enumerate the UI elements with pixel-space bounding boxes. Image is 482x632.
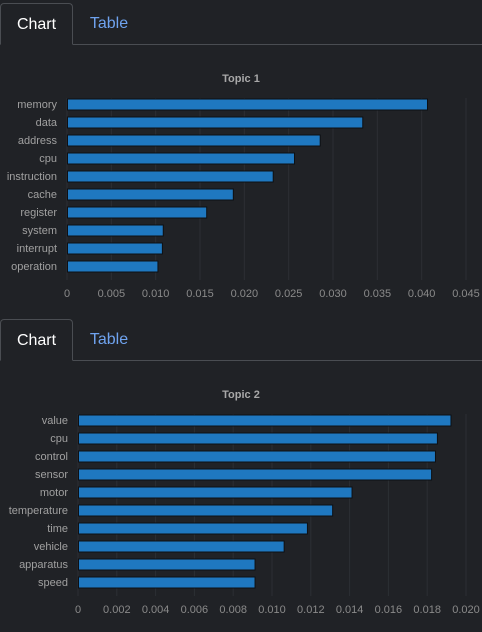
category-label: instruction <box>7 171 57 183</box>
bar-interrupt[interactable] <box>68 243 163 254</box>
category-label: temperature <box>9 505 68 517</box>
category-label: time <box>47 523 68 535</box>
tab-bar: Chart Table <box>0 0 482 45</box>
category-label: data <box>36 117 58 129</box>
x-tick-label: 0.005 <box>98 288 126 300</box>
x-tick-label: 0.002 <box>103 604 131 616</box>
x-tick-label: 0.016 <box>375 604 403 616</box>
category-label: value <box>42 415 68 427</box>
x-tick-label: 0.020 <box>452 604 480 616</box>
topic-2-bar-chart: Topic 2 value cpu control sensor motor tempera… <box>0 361 482 632</box>
topic-1-panel: Chart Table Topic 1 memory data address cpu i… <box>0 0 482 316</box>
category-label: control <box>35 451 68 463</box>
x-tick-label: 0.030 <box>319 288 347 300</box>
x-tick-label: 0.045 <box>452 288 480 300</box>
category-label: speed <box>38 577 68 589</box>
bar-apparatus[interactable] <box>79 559 256 570</box>
x-tick-label: 0.010 <box>258 604 286 616</box>
category-label: cpu <box>50 433 68 445</box>
category-label: sensor <box>35 469 68 481</box>
bar-speed[interactable] <box>79 577 256 588</box>
topic-2-panel: Chart Table Topic 2 value cpu control sensor… <box>0 316 482 632</box>
x-tick-label: 0.035 <box>364 288 392 300</box>
x-tick-label: 0.014 <box>336 604 364 616</box>
category-label: vehicle <box>34 541 68 553</box>
x-tick-label: 0.020 <box>231 288 259 300</box>
bar-address[interactable] <box>68 135 321 146</box>
x-tick-label: 0.015 <box>186 288 214 300</box>
category-label: apparatus <box>19 559 68 571</box>
bar-instruction[interactable] <box>68 171 274 182</box>
x-tick-label: 0.012 <box>297 604 325 616</box>
tab-chart[interactable]: Chart <box>0 319 73 361</box>
bar-value[interactable] <box>79 415 451 426</box>
bar-memory[interactable] <box>68 99 428 110</box>
category-label: system <box>22 225 57 237</box>
bar-control[interactable] <box>79 451 436 462</box>
x-tick-label: 0.040 <box>408 288 436 300</box>
bar-sensor[interactable] <box>79 469 432 480</box>
x-tick-label: 0 <box>64 288 70 300</box>
bar-data[interactable] <box>68 117 363 128</box>
category-label: cache <box>28 189 57 201</box>
bar-time[interactable] <box>79 523 308 534</box>
bar-cache[interactable] <box>68 189 234 200</box>
x-tick-label: 0.004 <box>142 604 170 616</box>
x-tick-label: 0.006 <box>181 604 209 616</box>
x-tick-label: 0 <box>75 604 81 616</box>
bar-operation[interactable] <box>68 261 158 272</box>
x-tick-label: 0.025 <box>275 288 303 300</box>
bar-system[interactable] <box>68 225 164 236</box>
tab-bar: Chart Table <box>0 316 482 361</box>
category-label: register <box>20 207 57 219</box>
x-tick-label: 0.008 <box>219 604 247 616</box>
bar-cpu[interactable] <box>79 433 438 444</box>
category-label: motor <box>40 487 68 499</box>
bar-cpu[interactable] <box>68 153 295 164</box>
category-label: address <box>18 135 58 147</box>
bar-temperature[interactable] <box>79 505 333 516</box>
category-label: operation <box>11 261 57 273</box>
category-label: interrupt <box>17 243 57 255</box>
x-tick-label: 0.018 <box>413 604 441 616</box>
bar-motor[interactable] <box>79 487 353 498</box>
chart-title: Topic 1 <box>222 73 260 85</box>
category-label: cpu <box>39 153 57 165</box>
chart-title: Topic 2 <box>222 389 260 401</box>
bar-register[interactable] <box>68 207 207 218</box>
topic-1-bar-chart: Topic 1 memory data address cpu instruction ca… <box>0 45 482 316</box>
tab-chart[interactable]: Chart <box>0 3 73 45</box>
tab-table[interactable]: Table <box>73 3 145 44</box>
bar-vehicle[interactable] <box>79 541 285 552</box>
x-tick-label: 0.010 <box>142 288 170 300</box>
category-label: memory <box>17 99 57 111</box>
tab-table[interactable]: Table <box>73 319 145 360</box>
